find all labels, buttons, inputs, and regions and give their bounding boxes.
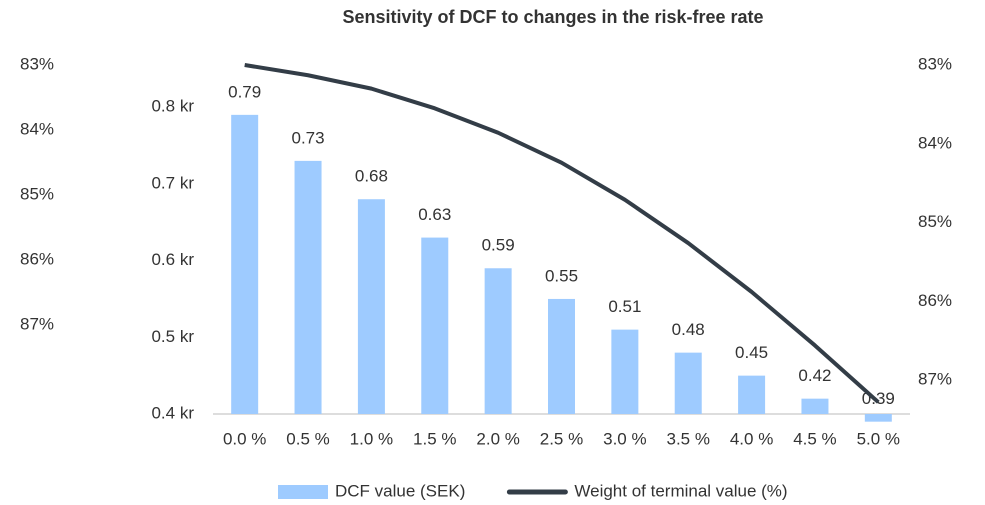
data-label: 0.51 [608, 297, 641, 316]
x-tick-label: 2.0 % [476, 429, 519, 448]
bar [231, 114, 259, 414]
x-tick-label: 0.0 % [223, 429, 266, 448]
y2-tick-label: 84% [918, 133, 952, 152]
bar [294, 160, 322, 414]
y3-tick-label: 84% [20, 119, 54, 138]
x-tick-label: 4.5 % [793, 429, 836, 448]
x-tick-label: 1.0 % [350, 429, 393, 448]
data-label: 0.79 [228, 82, 261, 101]
legend-label: DCF value (SEK) [335, 481, 465, 500]
x-tick-label: 3.0 % [603, 429, 646, 448]
x-tick-label: 4.0 % [730, 429, 773, 448]
data-label: 0.63 [418, 205, 451, 224]
data-label: 0.59 [482, 236, 515, 255]
y2-tick-label: 86% [918, 291, 952, 310]
y3-tick-label: 83% [20, 54, 54, 73]
data-label: 0.48 [672, 320, 705, 339]
y2-tick-label: 85% [918, 212, 952, 231]
y3-tick-label: 85% [20, 184, 54, 203]
x-tick-label: 3.5 % [666, 429, 709, 448]
y2-tick-label: 87% [918, 370, 952, 389]
bar [738, 375, 766, 414]
y-tick-label: 0.4 kr [151, 403, 194, 422]
bar [674, 352, 702, 414]
x-tick-label: 1.5 % [413, 429, 456, 448]
y-tick-label: 0.5 kr [151, 327, 194, 346]
x-tick-label: 0.5 % [286, 429, 329, 448]
y-tick-label: 0.6 kr [151, 250, 194, 269]
line [244, 63, 880, 404]
data-label: 0.68 [355, 167, 388, 186]
legend-swatch [278, 485, 328, 499]
y2-tick-label: 83% [918, 54, 952, 73]
legend-label: Weight of terminal value (%) [574, 481, 787, 500]
x-tick-label: 5.0 % [857, 429, 900, 448]
bar [548, 298, 575, 414]
bar [357, 199, 385, 414]
data-label: 0.42 [798, 366, 831, 385]
y3-tick-label: 86% [20, 249, 54, 268]
bar [484, 268, 512, 414]
bar [864, 414, 892, 422]
bar [421, 237, 449, 414]
bar [801, 398, 829, 414]
y3-tick-label: 87% [20, 314, 54, 333]
y-tick-label: 0.7 kr [151, 173, 194, 192]
x-tick-label: 2.5 % [540, 429, 583, 448]
bar [611, 329, 639, 414]
chart-title: Sensitivity of DCF to changes in the ris… [342, 7, 763, 27]
data-label: 0.55 [545, 266, 578, 285]
data-label: 0.45 [735, 343, 768, 362]
y-tick-label: 0.8 kr [151, 97, 194, 116]
data-label: 0.73 [291, 128, 324, 147]
